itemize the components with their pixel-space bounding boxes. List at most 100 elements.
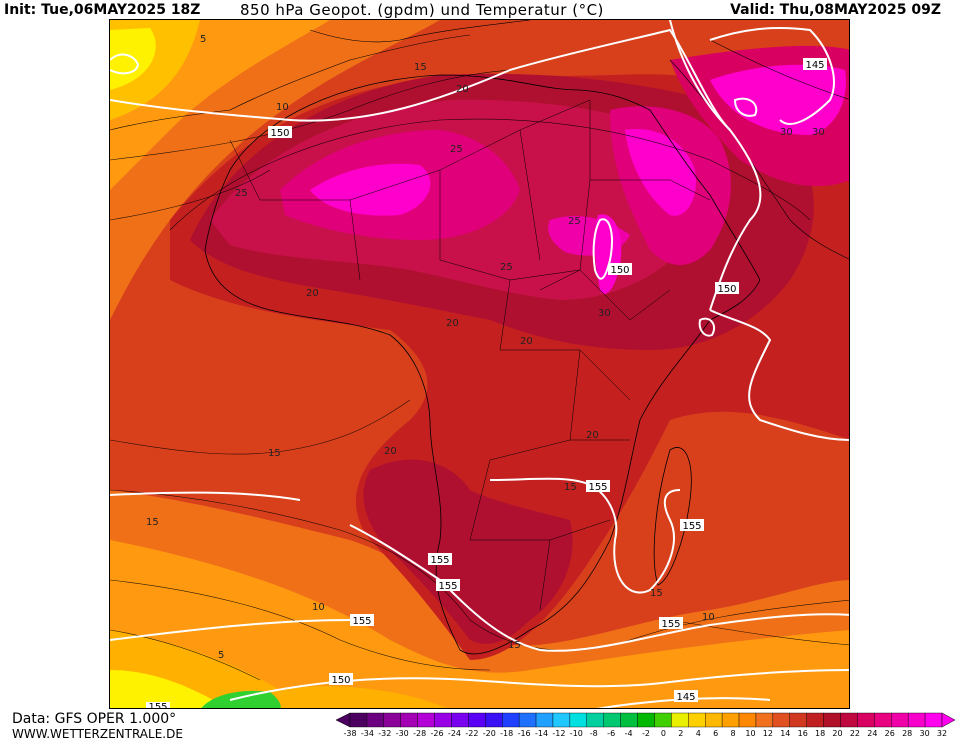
colorbar-swatch bbox=[518, 712, 537, 728]
colorbar-tick-label: -24 bbox=[447, 729, 462, 738]
geo-label-text: 155 bbox=[661, 619, 680, 630]
colorbar-arrow-left bbox=[336, 712, 351, 728]
colorbar-tick-label: -28 bbox=[413, 729, 427, 738]
temp-label: 5 bbox=[200, 34, 206, 45]
geo-label-7: 155 bbox=[436, 579, 460, 592]
colorbar-tick-label: 12 bbox=[762, 729, 773, 738]
temp-label: 30 bbox=[780, 127, 793, 138]
colorbar-swatch bbox=[603, 712, 621, 728]
geo-label-text: 155 bbox=[588, 482, 607, 493]
colorbar-swatch bbox=[907, 712, 926, 728]
colorbar-tick-label: -26 bbox=[430, 729, 444, 738]
colorbar-tick-label: -16 bbox=[517, 729, 531, 738]
temp-label: 25 bbox=[450, 144, 463, 155]
colorbar-tick-label: 20 bbox=[832, 729, 843, 738]
temp-label: 20 bbox=[446, 318, 459, 329]
europe-coastline bbox=[110, 20, 531, 131]
colorbar-tick-label: -2 bbox=[642, 729, 650, 738]
geo-label-1: 150 bbox=[268, 126, 292, 139]
geo-label-text: 155 bbox=[430, 555, 449, 566]
temp-field-south-lightorange bbox=[110, 540, 849, 708]
colorbar-tick-label: 28 bbox=[902, 729, 913, 738]
colorbar-tick-label: -10 bbox=[569, 729, 583, 738]
temp-field-south-amber bbox=[110, 630, 446, 708]
colorbar-tick-label: -12 bbox=[552, 729, 566, 738]
colorbar-swatch bbox=[637, 712, 655, 728]
geo-label-text: 155 bbox=[682, 521, 701, 532]
temp-field-redsea-pink bbox=[625, 129, 696, 216]
colorbar-swatch bbox=[823, 712, 841, 728]
geo-label-8: 155 bbox=[350, 614, 374, 627]
geo-label-text: 145 bbox=[676, 692, 695, 703]
colorbar-tick-label: 32 bbox=[936, 729, 948, 738]
colorbar-swatch bbox=[891, 712, 909, 728]
colorbar-tick-label: 24 bbox=[867, 729, 878, 738]
valid-time: Valid: Thu,08MAY2025 09Z bbox=[730, 2, 941, 18]
geo-label-text: 150 bbox=[717, 284, 736, 295]
temp-label: 10 bbox=[702, 612, 715, 623]
colorbar-swatch bbox=[705, 712, 723, 728]
colorbar-tick-label: -22 bbox=[465, 729, 479, 738]
colorbar-tick-label: -20 bbox=[482, 729, 496, 738]
colorbar-tick-label: -8 bbox=[589, 729, 598, 738]
temp-field-arabia-pink bbox=[710, 64, 846, 135]
temp-label: 20 bbox=[586, 430, 599, 441]
colorbar-swatch bbox=[924, 712, 943, 728]
colorbar-swatch bbox=[772, 712, 790, 728]
colorbar-swatch bbox=[874, 712, 892, 728]
arabia-coastline bbox=[669, 39, 849, 260]
geo-label-9: 155 bbox=[659, 617, 683, 630]
colorbar-swatch bbox=[366, 712, 385, 728]
colorbar-tick-label: 0 bbox=[660, 729, 666, 738]
temp-field-sahara-pink bbox=[310, 163, 431, 216]
geo-label-4: 155 bbox=[586, 480, 610, 493]
colorbar-swatch bbox=[349, 712, 368, 728]
geo-label-text: 155 bbox=[352, 616, 371, 627]
geo-label-text: 150 bbox=[610, 265, 629, 276]
data-source-label: Data: GFS OPER 1.000° bbox=[12, 711, 177, 727]
colorbar-tick-label: 10 bbox=[745, 729, 756, 738]
temp-label: 30 bbox=[812, 127, 825, 138]
website-label: WWW.WETTERZENTRALE.DE bbox=[12, 727, 183, 741]
colorbar-swatch bbox=[738, 712, 757, 728]
temp-field-south-yellow bbox=[110, 670, 227, 708]
colorbar-swatch bbox=[535, 712, 554, 728]
colorbar-arrow-right bbox=[941, 712, 956, 728]
colorbar-tick-label: -4 bbox=[624, 729, 633, 738]
temp-label: 20 bbox=[384, 446, 397, 457]
colorbar-swatch bbox=[857, 712, 875, 728]
colorbar-tick-label: -34 bbox=[360, 729, 374, 738]
colorbar-tick-label: 6 bbox=[713, 729, 719, 738]
colorbar-tick-label: 4 bbox=[695, 729, 701, 738]
colorbar-swatch bbox=[552, 712, 571, 728]
madagascar-coastline bbox=[653, 447, 692, 586]
geo-label-text: 150 bbox=[270, 128, 289, 139]
temperature-isolines bbox=[110, 69, 849, 681]
temp-label: 30 bbox=[598, 308, 611, 319]
colorbar-tick-label: 14 bbox=[780, 729, 791, 738]
colorbar-tick-label: -32 bbox=[378, 729, 392, 738]
geopotential-labels: 150 150 150 155 155 155 155 155 155 150 … bbox=[146, 58, 827, 708]
colorbar-swatch bbox=[840, 712, 858, 728]
temp-label: 10 bbox=[312, 602, 325, 613]
temp-label: 25 bbox=[235, 188, 248, 199]
geo-label-13: 155 bbox=[146, 702, 170, 708]
temp-label: 15 bbox=[650, 588, 663, 599]
colorbar-swatch bbox=[755, 712, 774, 728]
geo-label-text: 150 bbox=[331, 675, 350, 686]
temp-field-nw-yellow2 bbox=[110, 28, 156, 90]
colorbar-swatch bbox=[688, 712, 706, 728]
colorbar-tick-label: 2 bbox=[678, 729, 684, 738]
temp-label: 10 bbox=[276, 102, 289, 113]
geo-label-text: 145 bbox=[805, 60, 824, 71]
temp-label: 25 bbox=[500, 262, 513, 273]
colorbar-tick-label: 30 bbox=[919, 729, 930, 738]
colorbar-swatch bbox=[434, 712, 452, 728]
country-borders bbox=[229, 99, 711, 611]
temp-field-south-green bbox=[201, 690, 281, 708]
weather-map: 150 150 150 155 155 155 155 155 155 150 … bbox=[109, 19, 850, 709]
colorbar-tick-label: 18 bbox=[815, 729, 826, 738]
temp-label: 15 bbox=[508, 640, 521, 651]
colorbar-tick-label: -6 bbox=[607, 729, 616, 738]
geo-label-5: 155 bbox=[680, 519, 704, 532]
